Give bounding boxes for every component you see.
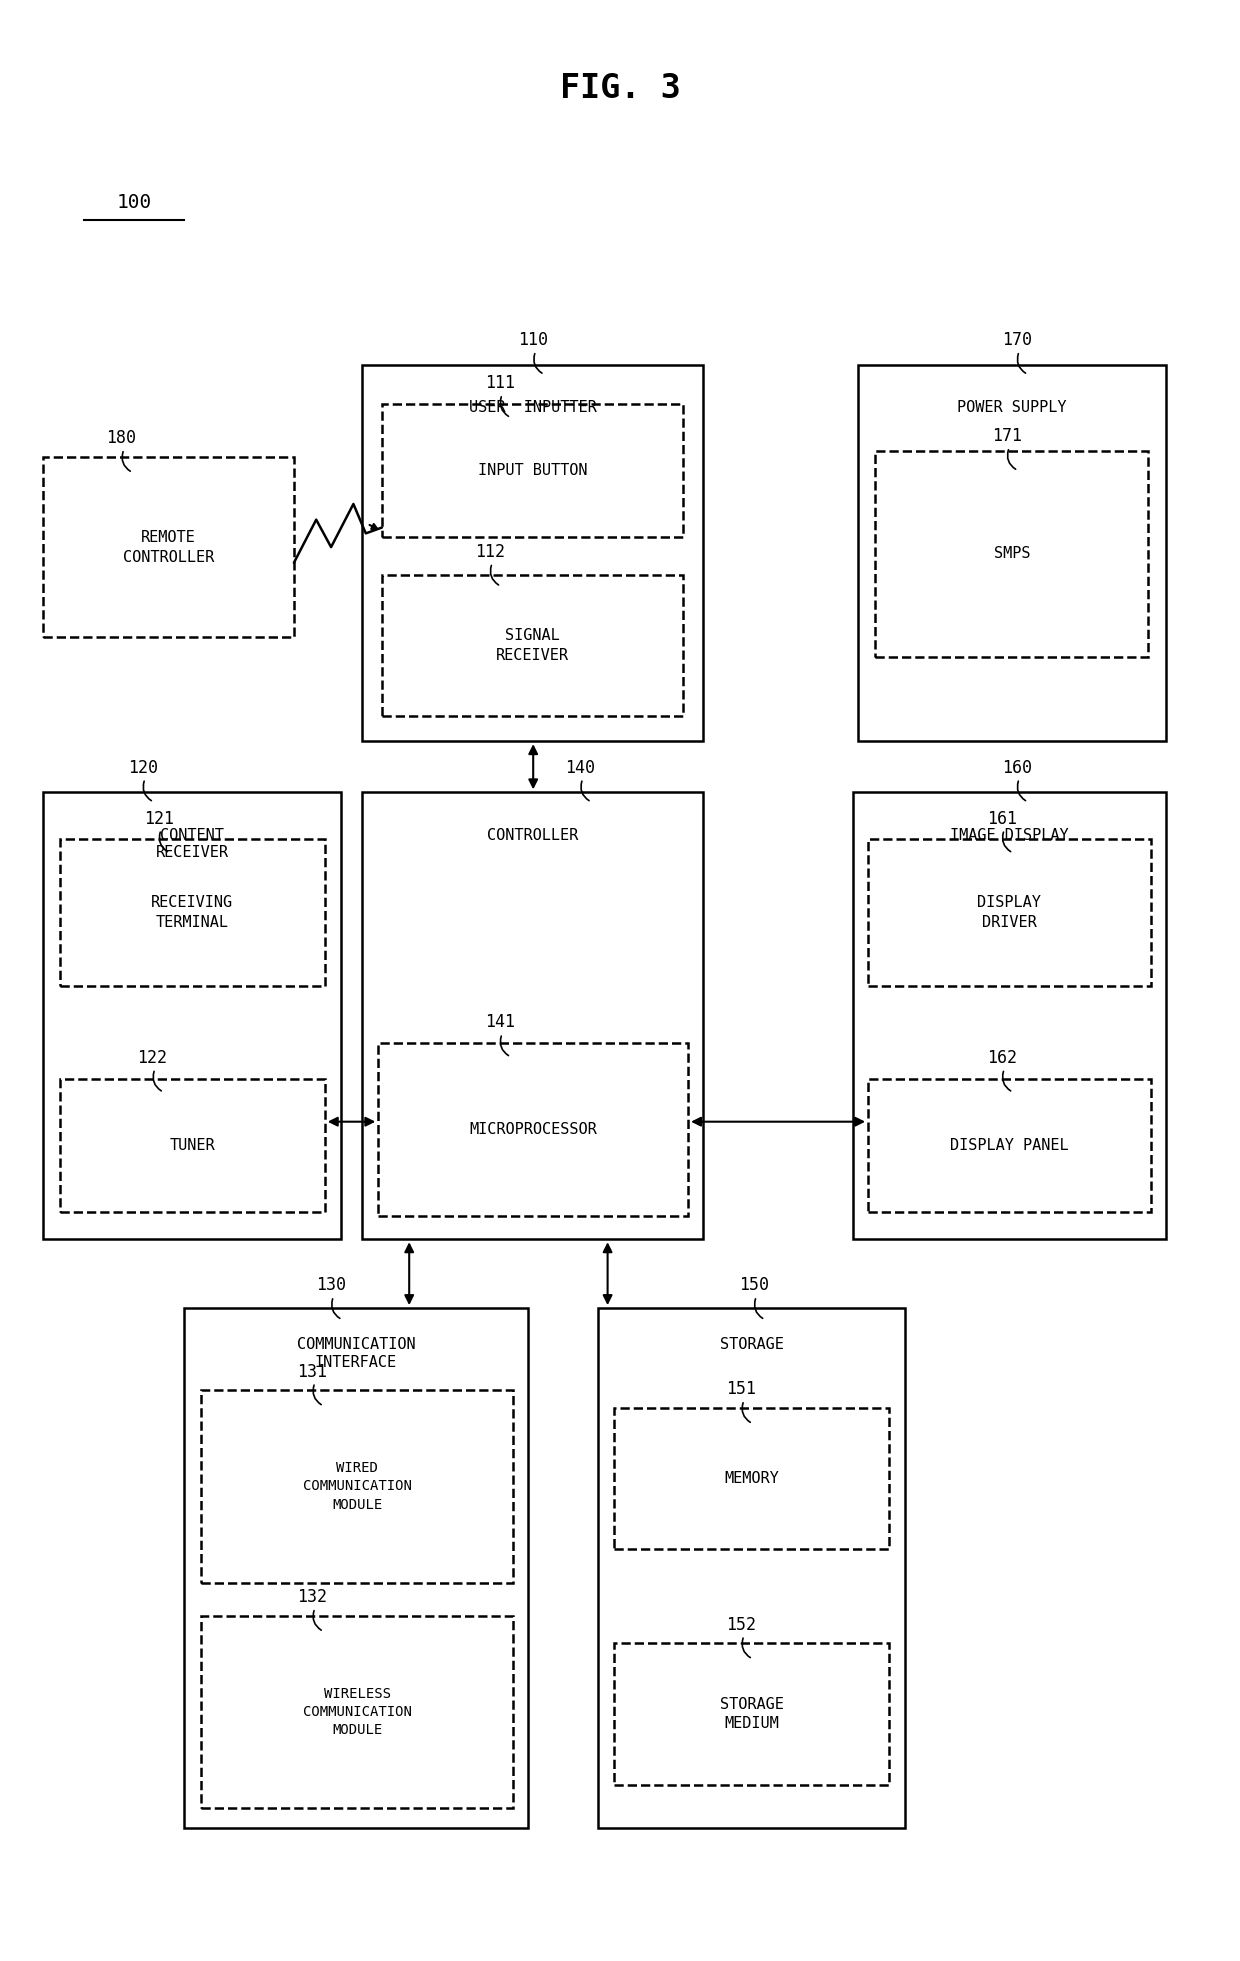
Text: STORAGE
MEDIUM: STORAGE MEDIUM	[719, 1696, 784, 1732]
Bar	[868, 1079, 1151, 1212]
Text: DISPLAY PANEL: DISPLAY PANEL	[950, 1137, 1069, 1153]
Text: STORAGE: STORAGE	[719, 1337, 784, 1353]
Bar	[60, 839, 325, 986]
Bar	[201, 1390, 513, 1583]
Text: TUNER: TUNER	[170, 1137, 215, 1153]
Text: RECEIVING
TERMINAL: RECEIVING TERMINAL	[151, 896, 233, 930]
Text: 161: 161	[987, 810, 1017, 828]
Text: 122: 122	[138, 1049, 167, 1067]
Text: FIG. 3: FIG. 3	[559, 73, 681, 104]
Bar	[382, 575, 683, 716]
Bar	[378, 1043, 688, 1216]
Text: WIRELESS
COMMUNICATION
MODULE: WIRELESS COMMUNICATION MODULE	[303, 1686, 412, 1737]
Text: MEMORY: MEMORY	[724, 1471, 779, 1486]
Bar	[858, 365, 1166, 741]
Text: CONTROLLER: CONTROLLER	[487, 828, 578, 843]
Text: POWER SUPPLY: POWER SUPPLY	[957, 400, 1066, 416]
Text: SMPS: SMPS	[993, 547, 1030, 561]
Text: IMAGE DISPLAY: IMAGE DISPLAY	[950, 828, 1069, 843]
Bar	[362, 365, 703, 741]
Text: 170: 170	[1002, 331, 1032, 349]
Text: 132: 132	[298, 1588, 327, 1606]
Text: USER  INPUTTER: USER INPUTTER	[469, 400, 596, 416]
Bar	[184, 1308, 528, 1828]
Bar	[60, 1079, 325, 1212]
Text: 162: 162	[987, 1049, 1017, 1067]
Text: 130: 130	[316, 1277, 346, 1294]
Bar	[43, 457, 294, 637]
Text: 120: 120	[128, 759, 157, 777]
Text: DISPLAY
DRIVER: DISPLAY DRIVER	[977, 896, 1042, 930]
Bar	[201, 1616, 513, 1808]
Text: MICROPROCESSOR: MICROPROCESSOR	[469, 1122, 598, 1137]
Text: 160: 160	[1002, 759, 1032, 777]
Bar	[614, 1408, 889, 1549]
Bar	[382, 404, 683, 537]
Text: 140: 140	[565, 759, 595, 777]
Bar	[868, 839, 1151, 986]
Bar	[875, 451, 1148, 657]
Text: 110: 110	[518, 331, 548, 349]
Text: 121: 121	[144, 810, 174, 828]
Text: 112: 112	[475, 543, 505, 561]
Bar	[43, 792, 341, 1239]
Bar	[614, 1643, 889, 1785]
Text: WIRED
COMMUNICATION
MODULE: WIRED COMMUNICATION MODULE	[303, 1461, 412, 1512]
Text: 131: 131	[298, 1363, 327, 1381]
Text: SIGNAL
RECEIVER: SIGNAL RECEIVER	[496, 628, 569, 663]
Text: 180: 180	[107, 429, 136, 447]
Text: REMOTE
CONTROLLER: REMOTE CONTROLLER	[123, 529, 215, 565]
Text: 151: 151	[727, 1381, 756, 1398]
Text: 100: 100	[117, 192, 151, 212]
Text: 171: 171	[992, 427, 1022, 445]
Text: INPUT BUTTON: INPUT BUTTON	[477, 463, 588, 478]
Text: 150: 150	[739, 1277, 769, 1294]
Text: CONTENT
RECEIVER: CONTENT RECEIVER	[156, 828, 228, 861]
Text: 111: 111	[485, 375, 515, 392]
Bar	[362, 792, 703, 1239]
Bar	[598, 1308, 905, 1828]
Text: 152: 152	[727, 1616, 756, 1634]
Text: 141: 141	[485, 1014, 515, 1031]
Bar	[853, 792, 1166, 1239]
Text: COMMUNICATION
INTERFACE: COMMUNICATION INTERFACE	[296, 1337, 415, 1371]
